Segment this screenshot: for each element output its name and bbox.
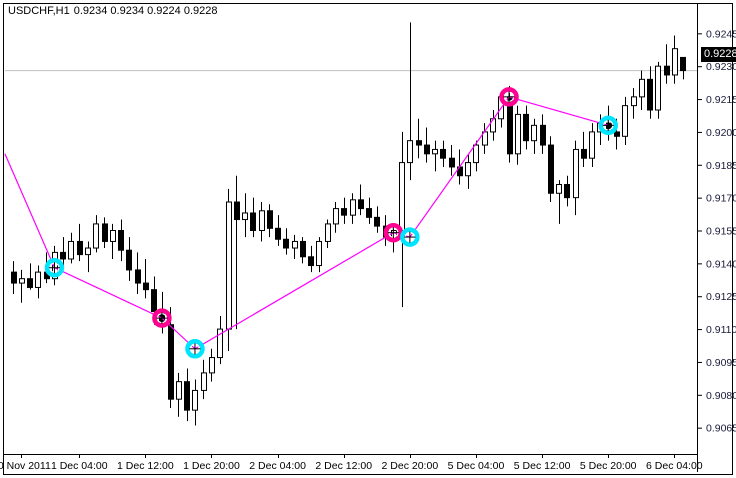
symbol-ohlc: 0.9234 0.9234 0.9224 0.9228 <box>73 5 218 17</box>
time-tick-label: 5 Dec 12:00 <box>514 460 571 472</box>
price-axis[interactable]: 0.9245 0.9230 0.9215 0.9200 0.9185 0.9170 0.91… <box>697 4 736 472</box>
price-tick-label: 0.9065 <box>706 423 736 435</box>
price-tick-label: 0.9140 <box>706 258 736 270</box>
symbol-name: USDCHF,H1 <box>8 5 70 17</box>
price-tick-label: 0.9125 <box>706 291 736 303</box>
time-tick-label: 30 Nov 2011 <box>0 460 51 472</box>
chart-frame <box>3 3 733 475</box>
time-tick-label: 6 Dec 04:00 <box>646 460 703 472</box>
time-tick-label: 2 Dec 04:00 <box>249 460 306 472</box>
price-tick-label: 0.9110 <box>706 324 736 336</box>
time-tick-label: 2 Dec 20:00 <box>382 460 439 472</box>
time-tick-label: 5 Dec 04:00 <box>448 460 505 472</box>
price-tick-label: 0.9185 <box>706 160 736 172</box>
price-tick-label: 0.9155 <box>706 226 736 238</box>
price-tick-label: 0.9080 <box>706 390 736 402</box>
price-tick-label: 0.9170 <box>706 193 736 205</box>
time-tick-label: 1 Dec 20:00 <box>183 460 240 472</box>
time-tick-label: 1 Dec 12:00 <box>117 460 174 472</box>
price-tick-label: 0.9245 <box>706 28 736 40</box>
price-tick-label: 0.9215 <box>706 94 736 106</box>
time-tick-label: 1 Dec 04:00 <box>51 460 108 472</box>
time-tick-label: 5 Dec 20:00 <box>580 460 637 472</box>
time-tick-label: 2 Dec 12:00 <box>315 460 372 472</box>
price-tick-label: 0.9200 <box>706 127 736 139</box>
zigzag-indicator-line <box>4 96 609 350</box>
chart-symbol-label: USDCHF,H1 0.9234 0.9234 0.9224 0.9228 <box>8 5 217 17</box>
price-tick-label: 0.9095 <box>706 357 736 369</box>
current-price-tag: 0.9228 <box>701 47 736 62</box>
zigzag-pivot-markers <box>44 87 618 359</box>
candlestick-series <box>11 22 686 426</box>
price-tick-label: 0.9230 <box>706 61 736 73</box>
